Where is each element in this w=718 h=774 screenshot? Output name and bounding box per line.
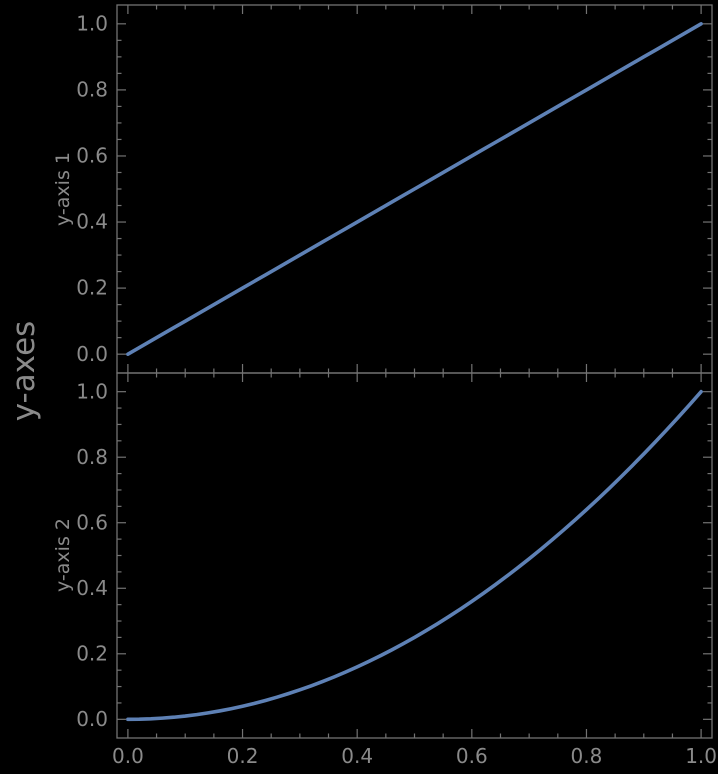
subplot2-ylabel: y-axis 2 [52, 518, 74, 592]
y-tick-label: 0.4 [76, 210, 108, 234]
x-tick-label: 1.0 [685, 744, 717, 768]
series-line-2 [126, 389, 703, 722]
figure-ylabel: y-axes [6, 321, 42, 422]
y-tick-label: 0.2 [76, 641, 108, 665]
x-tick-label: 0.2 [227, 744, 259, 768]
axes-frame [116, 372, 713, 739]
x-tick-label: 0.0 [112, 744, 144, 768]
y-tick-label: 0.8 [76, 445, 108, 469]
x-tick-label: 0.4 [341, 744, 373, 768]
axes-layer: 0.00.20.40.60.81.00.00.20.40.60.81.00.0 0… [76, 4, 717, 768]
y-tick-label: 0.0 [76, 707, 108, 731]
x-tick-label: 0.8 [571, 744, 603, 768]
y-tick-label: 0.8 [76, 77, 108, 101]
subplot1-ylabel: y-axis 1 [52, 152, 74, 226]
y-tick-label: 0.4 [76, 576, 108, 600]
subplot-1: 0.0 0.2 0.4 0.6 0.8 1.0 [76, 4, 713, 374]
y-tick-label: 0.6 [76, 510, 108, 534]
tick-marks [117, 5, 712, 373]
tick-marks [117, 373, 712, 738]
subplot-2: 0.0 0.2 0.4 0.6 0.8 1.0 0.0 0.2 0.4 0.6 0.8 1.0 [76, 372, 717, 768]
y-tick-label: 1.0 [76, 379, 108, 403]
y-tick-label: 0.6 [76, 144, 108, 168]
series-line-1 [126, 22, 703, 356]
y-tick-label: 1.0 [76, 11, 108, 35]
y-tick-label: 0.2 [76, 276, 108, 300]
x-tick-label: 0.6 [456, 744, 488, 768]
y-tick-label: 0.0 [76, 342, 108, 366]
